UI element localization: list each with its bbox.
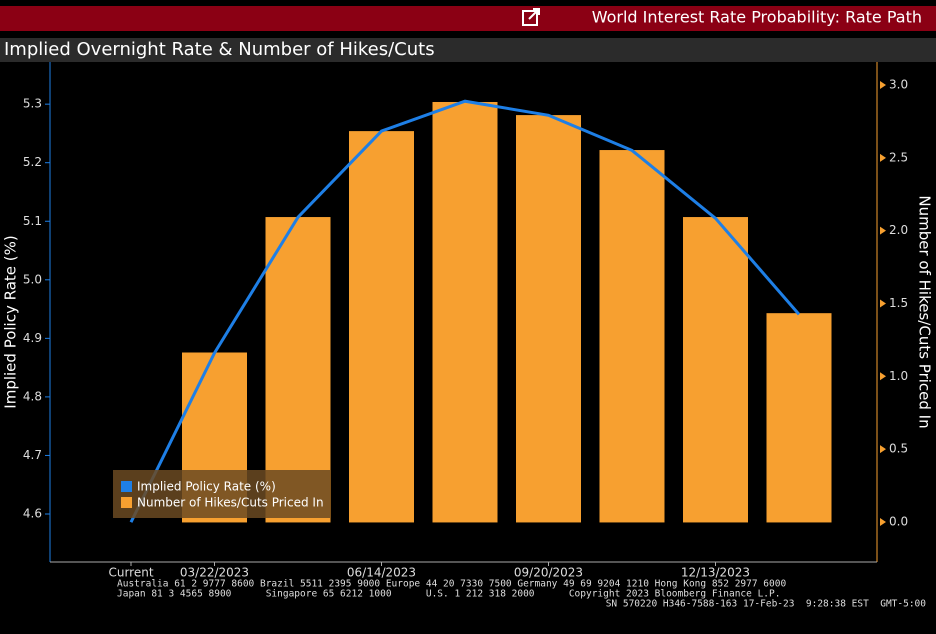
bar: [683, 217, 748, 523]
y2-tick: [880, 81, 886, 90]
y-tick-label: 5.3: [23, 97, 42, 111]
bar: [766, 313, 832, 523]
footer-line: Australia 61 2 9777 8600 Brazil 5511 239…: [117, 579, 786, 590]
y2-tick: [880, 517, 886, 526]
launch-icon[interactable]: [522, 8, 540, 26]
line: [129, 99, 801, 523]
y2-tick: [880, 226, 886, 235]
x-tick-label: 03/22/2023: [180, 566, 249, 580]
bar: [432, 101, 498, 523]
footer-line: SN 570220 H346-7588-163 17-Feb-23 9:28:3…: [606, 599, 927, 610]
bar: [349, 131, 414, 523]
y2-tick: [880, 153, 886, 162]
y2-tick: [880, 445, 886, 454]
y2-tick-label: 1.0: [889, 369, 908, 383]
header-bar: [0, 6, 936, 31]
footer-line: Japan 81 3 4565 8900 Singapore 65 6212 1…: [117, 589, 780, 600]
y2-tick-label: 0.5: [889, 442, 908, 456]
y-tick-label: 4.9: [23, 331, 42, 345]
y-tick-label: 5.2: [23, 155, 42, 169]
legend-label: Number of Hikes/Cuts Priced In: [137, 496, 324, 510]
x-tick-label: Current: [108, 566, 153, 580]
legend-box: [113, 470, 330, 518]
legend-swatch: [121, 497, 132, 508]
y2-tick-label: 2.5: [889, 150, 908, 164]
y-tick-label: 5.1: [23, 214, 42, 228]
y-tick-label: 4.7: [23, 448, 42, 462]
x-tick-label: 06/14/2023: [347, 566, 416, 580]
bar: [599, 150, 665, 523]
y2-axis-label: Number of Hikes/Cuts Priced In: [916, 195, 934, 428]
x-tick-label: 12/13/2023: [681, 566, 750, 580]
y2-tick-label: 3.0: [889, 78, 908, 92]
y-axis-label: Implied Policy Rate (%): [2, 235, 20, 408]
legend-label: Implied Policy Rate (%): [137, 480, 276, 494]
subtitle-bar: [0, 38, 936, 62]
legend-swatch: [121, 481, 132, 492]
y-tick-label: 5.0: [23, 272, 42, 286]
y-tick-label: 4.8: [23, 389, 42, 403]
bar: [516, 115, 581, 523]
x-tick-label: 09/20/2023: [514, 566, 583, 580]
y2-tick: [880, 372, 886, 381]
y2-tick-label: 0.0: [889, 514, 908, 528]
header-title: World Interest Rate Probability: Rate Pa…: [592, 8, 922, 27]
y-tick-label: 4.6: [23, 506, 42, 520]
chart-subtitle: Implied Overnight Rate & Number of Hikes…: [4, 39, 435, 60]
y2-tick: [880, 299, 886, 308]
y2-tick-label: 1.5: [889, 296, 908, 310]
y2-tick-label: 2.0: [889, 223, 908, 237]
